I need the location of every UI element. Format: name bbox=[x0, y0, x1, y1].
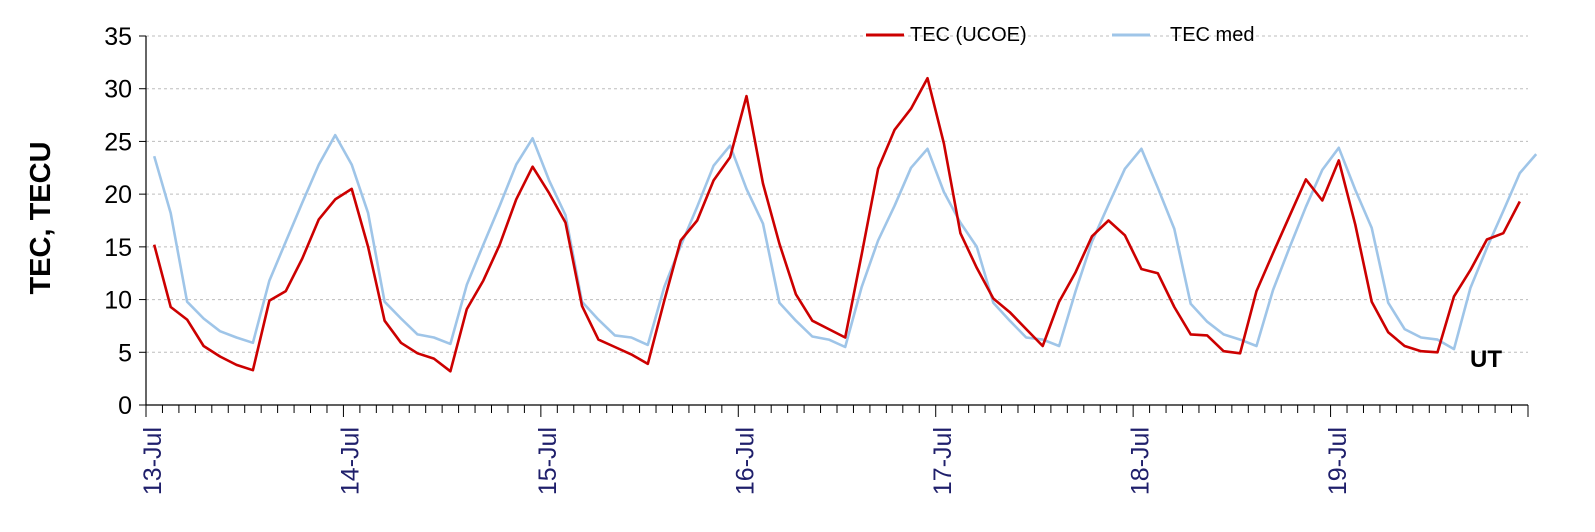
x-tick-label-18-Jul: 18-Jul bbox=[1126, 427, 1154, 495]
legend-label-med: TEC med bbox=[1170, 24, 1254, 46]
y-tick-label-20: 20 bbox=[104, 181, 132, 209]
legend-label-ucoe: TEC (UCOE) bbox=[910, 24, 1027, 46]
x-tick-label-13-Jul: 13-Jul bbox=[139, 427, 167, 495]
y-tick-label-30: 30 bbox=[104, 76, 132, 104]
y-tick-label-5: 5 bbox=[118, 339, 132, 367]
x-tick-label-16-Jul: 16-Jul bbox=[732, 427, 760, 495]
series-line-tec-ucoe bbox=[152, 76, 1521, 373]
x-tick-label-14-Jul: 14-Jul bbox=[337, 427, 365, 495]
grid bbox=[146, 35, 1528, 353]
y-tick-label-0: 0 bbox=[118, 392, 132, 420]
axes: 0 5 10 15 20 25 30 35 13-Jul 14-Jul 15-Jul 16-Jul 17… bbox=[104, 23, 1529, 495]
x-tick-label-19-Jul: 19-Jul bbox=[1324, 427, 1352, 495]
y-tick-label-25: 25 bbox=[104, 128, 132, 156]
y-tick-label-10: 10 bbox=[104, 287, 132, 315]
y-tick-label-15: 15 bbox=[104, 234, 132, 262]
x-tick-label-15-Jul: 15-Jul bbox=[534, 427, 562, 495]
series-line-tec-med bbox=[152, 133, 1538, 351]
ut-annotation: UT bbox=[1470, 346, 1502, 373]
y-tick-label-35: 35 bbox=[104, 23, 132, 51]
series-lines bbox=[152, 76, 1538, 373]
legend: TEC (UCOE) TEC med bbox=[866, 24, 1254, 46]
x-tick-label-17-Jul: 17-Jul bbox=[929, 427, 957, 495]
y-axis-label: TEC, TECU bbox=[25, 141, 57, 294]
